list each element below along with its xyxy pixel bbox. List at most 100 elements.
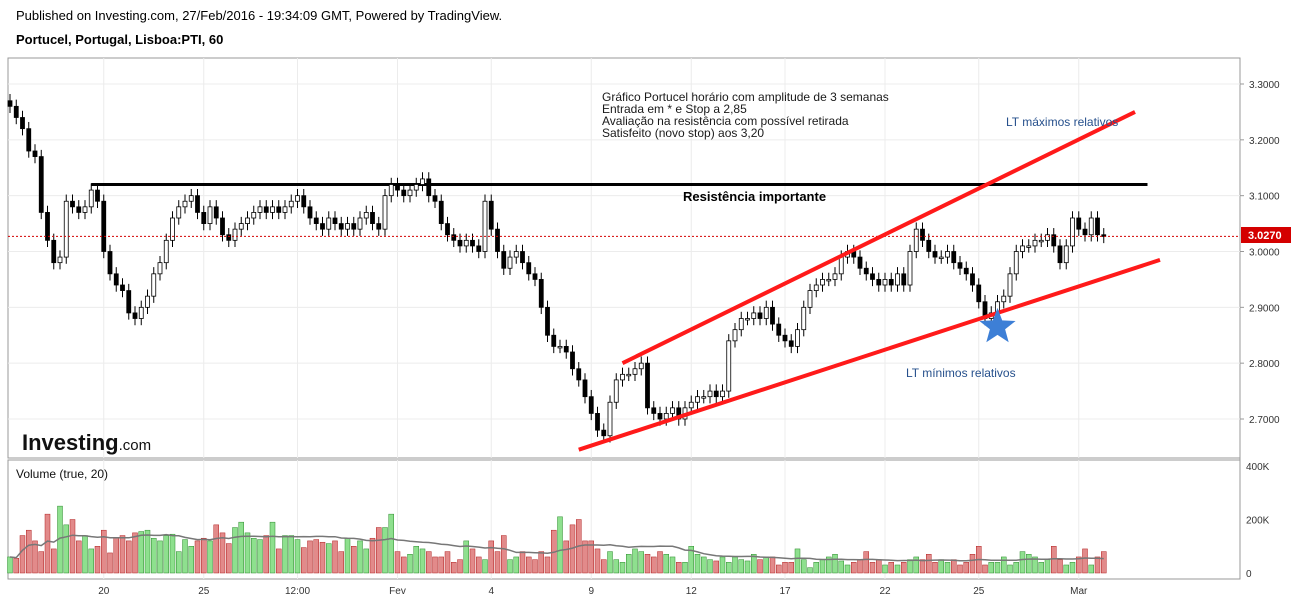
volume-bar bbox=[826, 556, 832, 574]
volume-bar bbox=[469, 548, 476, 574]
candle-up bbox=[882, 279, 888, 286]
volume-bar bbox=[869, 562, 876, 574]
volume-bar bbox=[838, 560, 844, 574]
volume-bar bbox=[619, 562, 626, 574]
volume-bar bbox=[944, 562, 951, 574]
candle-up bbox=[295, 195, 300, 202]
candle-up bbox=[732, 329, 738, 342]
candle-down bbox=[445, 223, 450, 236]
volume-bar bbox=[782, 562, 788, 574]
volume-tick-label: 200K bbox=[1246, 516, 1270, 527]
volume-bar bbox=[207, 540, 213, 574]
candle-down bbox=[926, 239, 932, 252]
volume-bar bbox=[338, 551, 344, 574]
note-line-4: Satisfeito (novo stop) aos 3,20 bbox=[602, 126, 764, 140]
volume-bar bbox=[307, 540, 313, 574]
volume-bar bbox=[94, 546, 101, 574]
candle-down bbox=[1101, 234, 1107, 237]
time-tick-label: Fev bbox=[389, 586, 406, 597]
volume-bar bbox=[457, 559, 463, 574]
candle-up bbox=[345, 223, 350, 230]
candle-down bbox=[601, 429, 607, 437]
candle-up bbox=[1001, 295, 1007, 303]
lt-min-label: LT mínimos relativos bbox=[906, 366, 1016, 380]
volume-bar bbox=[1076, 556, 1082, 574]
candle-up bbox=[1063, 245, 1069, 264]
volume-bar bbox=[644, 554, 651, 574]
candle-up bbox=[482, 200, 488, 252]
candle-up bbox=[945, 251, 950, 258]
volume-bar bbox=[738, 559, 744, 574]
volume-bar bbox=[313, 539, 319, 574]
candle-down bbox=[570, 351, 575, 370]
volume-bar bbox=[213, 524, 219, 574]
candle-down bbox=[101, 200, 107, 252]
candle-up bbox=[613, 379, 619, 403]
candle-down bbox=[951, 251, 957, 264]
candle-up bbox=[838, 256, 844, 275]
volume-bar bbox=[951, 559, 957, 574]
candle-up bbox=[795, 329, 800, 347]
candle-up bbox=[326, 217, 332, 230]
volume-bar bbox=[401, 556, 407, 574]
candle-up bbox=[57, 256, 63, 264]
candle-up bbox=[1026, 245, 1032, 248]
candle-down bbox=[220, 217, 225, 236]
candle-down bbox=[301, 195, 307, 208]
volume-bar bbox=[1019, 551, 1026, 574]
volume-bar bbox=[163, 535, 169, 574]
volume-bar bbox=[519, 551, 526, 574]
volume-bar bbox=[69, 519, 76, 574]
candle-up bbox=[632, 368, 638, 375]
volume-bar bbox=[388, 513, 394, 574]
candle-down bbox=[320, 223, 325, 230]
volume-bar bbox=[88, 548, 94, 574]
volume-bar bbox=[113, 537, 119, 574]
candle-up bbox=[257, 206, 263, 213]
candle-up bbox=[907, 251, 913, 286]
candle-down bbox=[401, 189, 407, 197]
volume-bar bbox=[532, 559, 538, 574]
logo-text: Investing bbox=[22, 430, 119, 455]
volume-bar bbox=[376, 527, 382, 574]
candle-up bbox=[557, 346, 563, 349]
candle-down bbox=[95, 189, 100, 202]
candle-up bbox=[145, 295, 150, 308]
volume-bar bbox=[144, 529, 151, 574]
volume-bar bbox=[994, 562, 1001, 574]
candle-down bbox=[276, 206, 282, 213]
volume-label: Volume (true, 20) bbox=[16, 467, 108, 481]
volume-bar bbox=[882, 564, 888, 574]
volume-bar bbox=[351, 546, 357, 574]
candle-down bbox=[488, 200, 494, 230]
candle-down bbox=[957, 262, 963, 269]
price-axis: 3.3000 3.2000 3.1000 3.0000 2.9000 2.8000 2.70… bbox=[1240, 80, 1280, 426]
candle-down bbox=[713, 390, 719, 398]
volume-bar bbox=[76, 540, 82, 574]
volume-bar bbox=[719, 556, 726, 574]
volume-tick-label: 0 bbox=[1246, 569, 1252, 580]
note-line-1: Gráfico Portucel horário com amplitude d… bbox=[602, 90, 889, 104]
volume-bar bbox=[876, 559, 882, 574]
volume-bar bbox=[769, 556, 776, 574]
candle-up bbox=[82, 206, 88, 213]
candle-down bbox=[520, 251, 525, 264]
volume-bar bbox=[582, 540, 588, 574]
volume-bar bbox=[194, 540, 201, 574]
candle-up bbox=[726, 340, 732, 392]
candle-down bbox=[51, 239, 57, 264]
volume-bar bbox=[244, 532, 251, 574]
candle-up bbox=[382, 195, 388, 230]
time-tick-label: 17 bbox=[779, 586, 791, 597]
candle-down bbox=[976, 284, 982, 303]
volume-bar bbox=[19, 535, 26, 574]
candle-down bbox=[563, 346, 569, 353]
volume-bar bbox=[251, 537, 257, 574]
volume-tick-label: 400K bbox=[1246, 462, 1270, 473]
candle-down bbox=[776, 323, 782, 336]
candle-up bbox=[895, 273, 900, 286]
volume-bar bbox=[607, 551, 613, 574]
volume-bar bbox=[763, 556, 769, 574]
price-pane-frame bbox=[7, 57, 1241, 459]
